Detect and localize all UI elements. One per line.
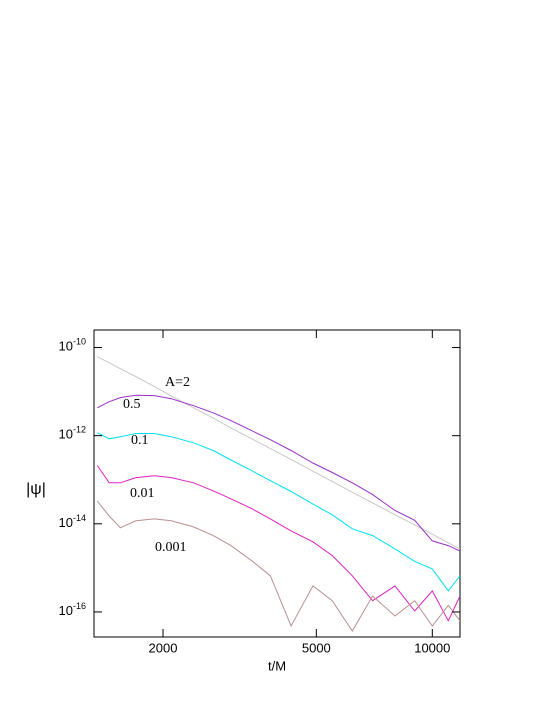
x-tick-label: 10000 (414, 640, 450, 655)
y-tick-label: 10-16 (59, 601, 86, 618)
curve-label: 0.5 (123, 397, 141, 412)
series-line (97, 356, 460, 550)
x-tick-label: 5000 (302, 640, 331, 655)
plot-frame (93, 329, 461, 638)
plot-lines (96, 356, 460, 632)
y-tick-label: 10-12 (59, 425, 86, 442)
series-line (96, 465, 460, 622)
y-tick-label: 10-10 (59, 337, 86, 354)
y-axis-label: |ψ| (26, 481, 46, 498)
series-line (97, 394, 460, 552)
x-axis-label: t/M (268, 658, 286, 673)
series-line (96, 500, 460, 632)
y-tick-label: 10-14 (59, 513, 86, 530)
curve-label: A=2 (165, 375, 190, 390)
curve-label: 0.1 (131, 433, 149, 448)
curve-label: 0.001 (155, 540, 187, 555)
curve-label: 0.01 (130, 486, 155, 501)
x-tick-label: 2000 (149, 640, 178, 655)
series-line (97, 432, 460, 592)
